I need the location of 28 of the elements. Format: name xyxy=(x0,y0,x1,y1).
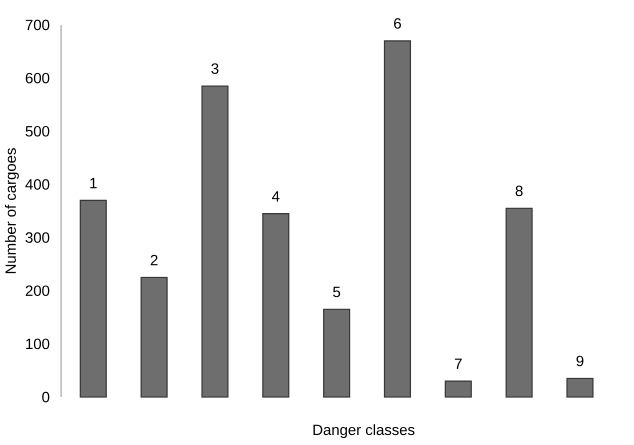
y-tick-label: 200 xyxy=(26,285,50,296)
y-tick-label: 500 xyxy=(26,126,50,137)
x-tick-label: 7 xyxy=(454,358,462,369)
bar xyxy=(566,378,594,398)
bar xyxy=(262,213,290,398)
y-axis-title: Number of cargoes xyxy=(4,148,19,274)
bar xyxy=(323,308,350,398)
bar xyxy=(384,40,412,398)
bar xyxy=(140,276,168,398)
y-tick-label: 300 xyxy=(26,232,50,243)
y-tick-label: 600 xyxy=(26,72,50,84)
y-tick-label: 700 xyxy=(26,20,50,30)
x-tick-label: 3 xyxy=(211,63,218,74)
bar xyxy=(506,208,533,398)
bar xyxy=(201,86,229,398)
x-tick-label: 2 xyxy=(150,254,158,266)
y-tick-label: 100 xyxy=(26,338,50,350)
bar xyxy=(444,380,472,398)
x-axis-title: Danger classes xyxy=(313,424,414,438)
x-tick-label: 1 xyxy=(90,178,97,188)
x-tick-label: 6 xyxy=(394,18,401,29)
bar xyxy=(80,200,107,398)
x-tick-label: 9 xyxy=(576,356,584,366)
x-tick-label: 8 xyxy=(516,186,523,196)
y-tick-label: 0 xyxy=(42,392,50,402)
y-tick-label: 400 xyxy=(25,179,50,190)
x-tick-label: 5 xyxy=(333,286,340,298)
x-tick-label: 4 xyxy=(272,191,280,202)
